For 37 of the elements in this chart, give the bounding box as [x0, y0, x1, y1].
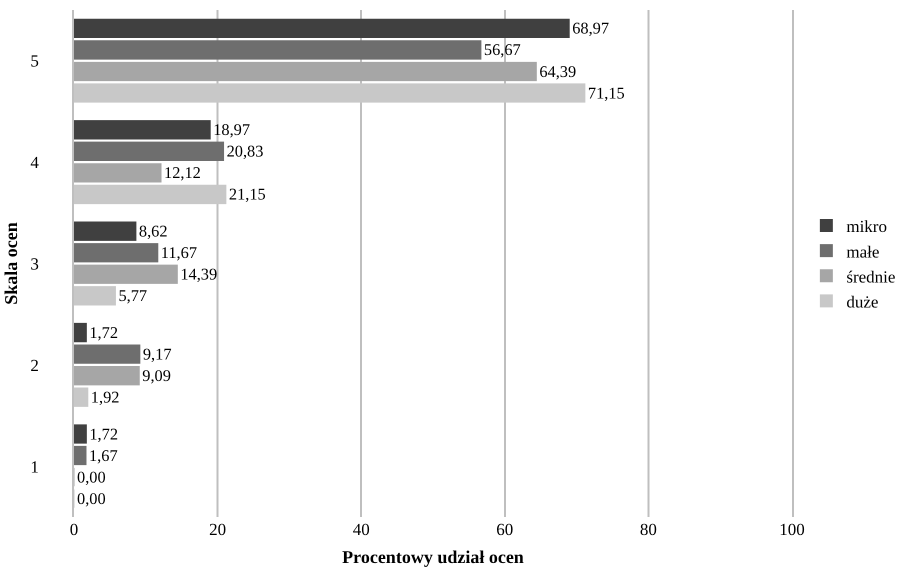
legend-label: średnie [846, 267, 896, 286]
data-label: 14,39 [180, 264, 218, 284]
data-label: 0,00 [77, 467, 106, 486]
y-axis-title: Skala ocen [1, 222, 22, 305]
x-tick-label: 40 [352, 520, 370, 539]
data-label: 56,67 [484, 40, 521, 60]
x-tick-label: 0 [70, 520, 78, 539]
y-tick-label: 4 [30, 153, 40, 172]
data-label: 0,00 [77, 488, 106, 508]
x-axis-title: Procentowy udział ocen [342, 547, 524, 568]
legend-label: małe [846, 242, 880, 262]
data-label: 5,77 [118, 286, 148, 306]
data-label: 20,83 [226, 142, 264, 161]
data-label: 1,72 [89, 424, 118, 444]
x-tick-label: 20 [209, 520, 226, 539]
y-tick-label: 1 [30, 457, 39, 476]
legend-label: duże [846, 292, 878, 312]
data-label: 1,72 [89, 322, 118, 342]
data-label: 21,15 [228, 184, 266, 204]
data-label: 9,17 [142, 344, 172, 364]
data-label: 9,09 [142, 366, 171, 385]
data-label: 12,12 [164, 163, 201, 182]
data-label: 68,97 [572, 18, 610, 38]
y-tick-label: 3 [30, 254, 39, 274]
data-label: 71,15 [588, 83, 625, 102]
data-label: 64,39 [539, 62, 576, 81]
data-label: 1,92 [90, 388, 120, 407]
y-tick-label: 2 [30, 356, 39, 375]
data-label: 18,97 [213, 120, 250, 140]
data-label: 8,62 [138, 221, 168, 240]
x-tick-label: 100 [779, 520, 805, 539]
x-tick-label: 80 [640, 520, 657, 539]
x-tick-label: 60 [496, 520, 514, 539]
data-label: 1,67 [88, 446, 118, 465]
legend-label: mikro [846, 217, 887, 236]
y-tick-label: 5 [30, 52, 39, 71]
data-label: 11,67 [160, 243, 198, 262]
